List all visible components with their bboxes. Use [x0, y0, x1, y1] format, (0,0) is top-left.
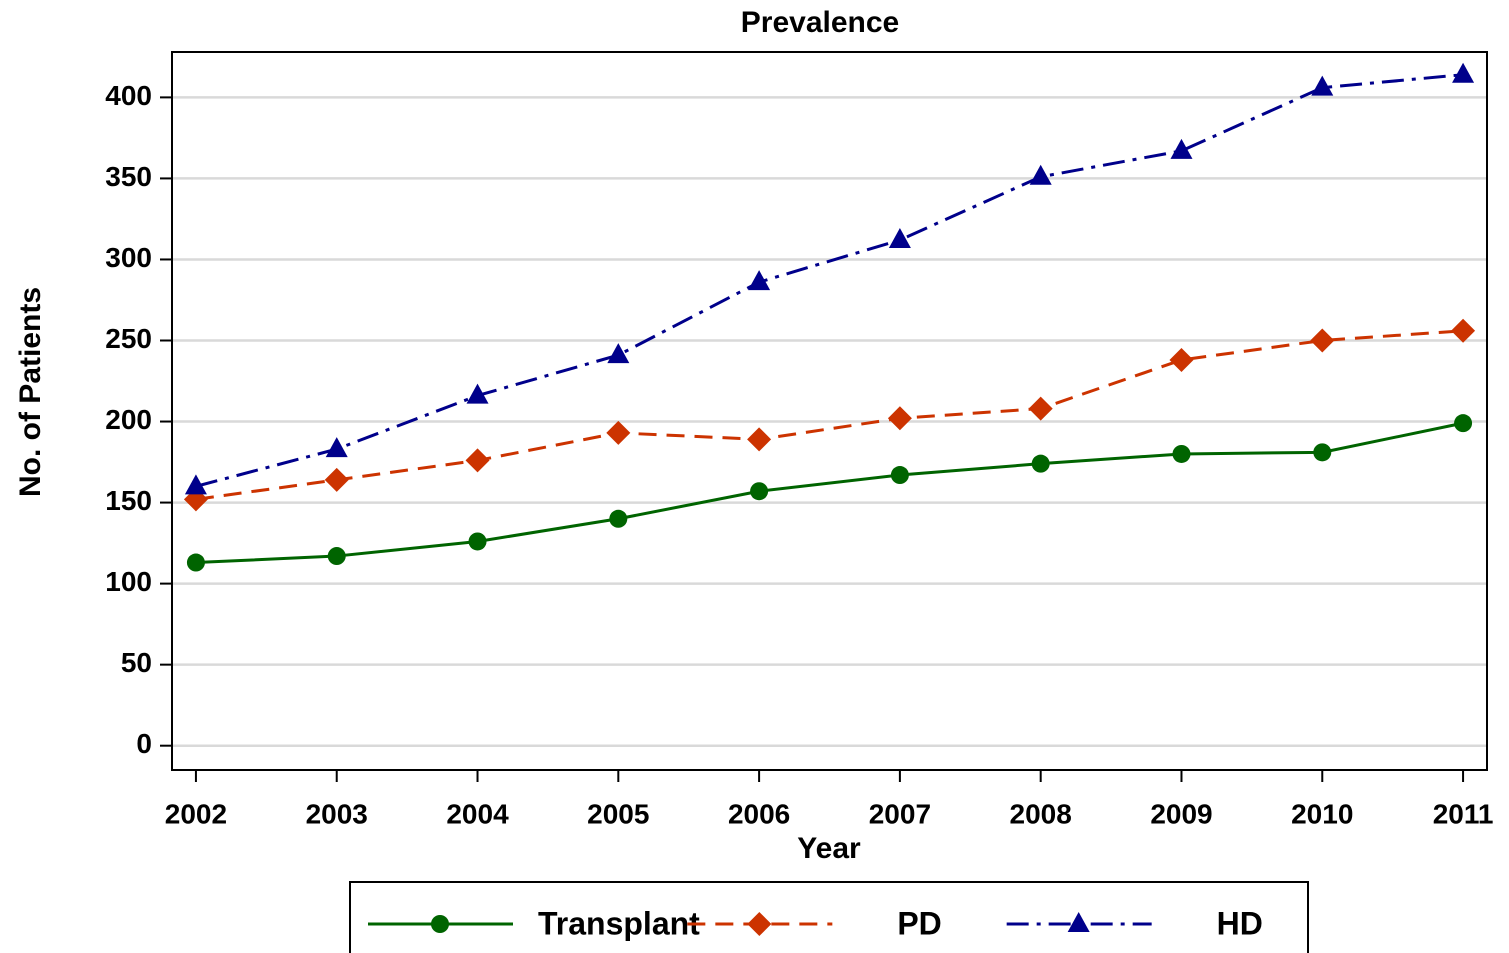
legend-box: [349, 881, 1309, 953]
y-axis-label: No. of Patients: [14, 287, 47, 497]
data-point: [1454, 414, 1473, 433]
data-point: [1028, 396, 1053, 421]
y-tick-label: 350: [105, 161, 152, 192]
y-tick-label: 100: [105, 566, 152, 597]
x-tick-label: 2003: [306, 798, 368, 829]
data-point: [465, 448, 490, 473]
y-tick-label: 0: [136, 728, 152, 759]
data-point: [1170, 138, 1193, 159]
data-point: [1310, 328, 1335, 353]
data-point: [1169, 347, 1194, 372]
series-line: [195, 421, 1464, 565]
data-point: [186, 553, 205, 572]
legend-label: PD: [897, 905, 941, 941]
x-tick-label: 2006: [728, 798, 790, 829]
y-tick-label: 150: [105, 485, 152, 516]
x-tick-label: 2009: [1150, 798, 1212, 829]
data-point: [748, 270, 771, 291]
data-point: [888, 228, 911, 249]
data-point: [468, 532, 487, 551]
y-tick-label: 400: [105, 80, 152, 111]
data-point: [750, 482, 769, 501]
data-point: [466, 383, 489, 404]
data-point: [890, 466, 909, 485]
data-point: [1031, 454, 1050, 473]
data-point: [1029, 164, 1052, 185]
legend-marker: [747, 912, 772, 936]
y-tick-label: 300: [105, 242, 152, 273]
data-point: [1311, 75, 1334, 96]
x-tick-label: 2004: [446, 798, 509, 829]
data-point: [609, 509, 628, 528]
data-point: [747, 427, 772, 452]
series-line: [195, 329, 1464, 501]
legend-marker: [431, 915, 449, 933]
y-tick-label: 50: [121, 647, 152, 678]
data-point: [325, 437, 348, 458]
data-point: [324, 467, 349, 492]
x-axis-label: Year: [797, 832, 861, 865]
data-point: [327, 547, 346, 566]
data-point: [887, 406, 912, 431]
series-line: [195, 73, 1464, 488]
chart-title: Prevalence: [741, 6, 899, 39]
plot-frame: [171, 51, 1488, 771]
data-point: [607, 343, 630, 364]
y-tick-label: 250: [105, 323, 152, 354]
x-tick-label: 2010: [1291, 798, 1353, 829]
data-point: [606, 420, 631, 445]
x-tick-label: 2008: [1010, 798, 1072, 829]
x-tick-label: 2002: [165, 798, 227, 829]
data-point: [1452, 62, 1475, 83]
y-tick-label: 200: [105, 404, 152, 435]
data-point: [184, 474, 207, 495]
x-tick-label: 2011: [1433, 798, 1494, 829]
data-point: [1313, 443, 1332, 462]
legend-label: HD: [1217, 905, 1263, 941]
x-tick-label: 2007: [869, 798, 931, 829]
data-point: [1451, 318, 1476, 343]
legend-marker: [1067, 912, 1090, 932]
x-tick-label: 2005: [587, 798, 649, 829]
legend-label: Transplant: [538, 905, 700, 941]
data-point: [1172, 444, 1191, 463]
